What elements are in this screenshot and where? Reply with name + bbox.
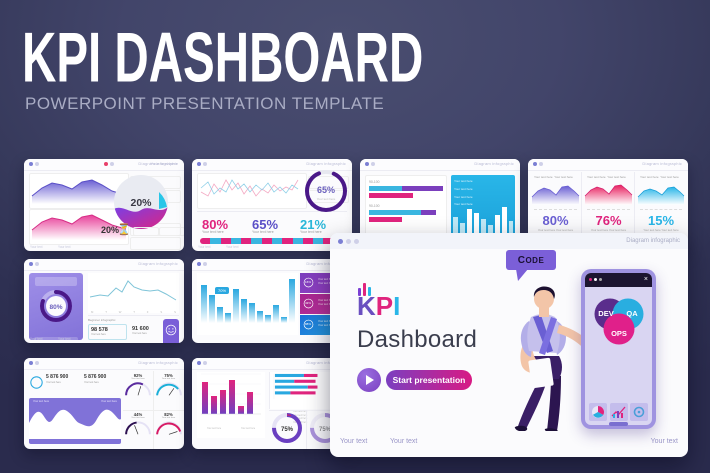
svg-text:80%: 80% xyxy=(49,304,62,311)
svg-text:Your text here: Your text here xyxy=(317,197,336,201)
svg-text:DEV: DEV xyxy=(598,309,613,318)
svg-text:20%: 20% xyxy=(130,197,152,209)
svg-text:QA: QA xyxy=(626,309,638,318)
svg-text:65%: 65% xyxy=(317,185,335,195)
svg-text:OPS: OPS xyxy=(611,329,627,338)
svg-text:75%: 75% xyxy=(281,427,294,433)
